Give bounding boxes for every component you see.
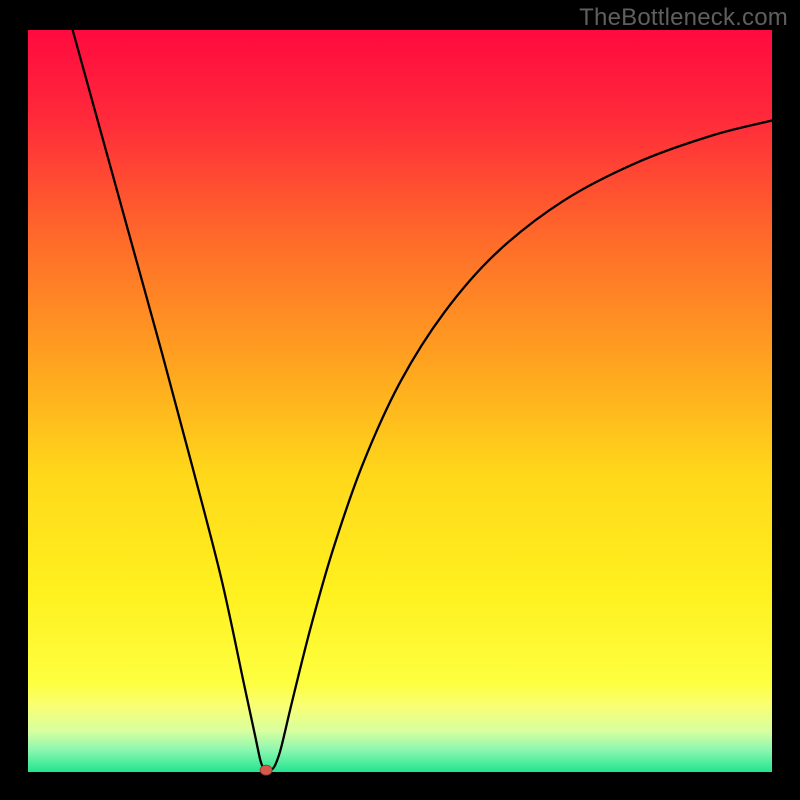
bottleneck-chart [0, 0, 800, 800]
optimal-point-marker [260, 765, 272, 775]
chart-background [28, 30, 772, 772]
